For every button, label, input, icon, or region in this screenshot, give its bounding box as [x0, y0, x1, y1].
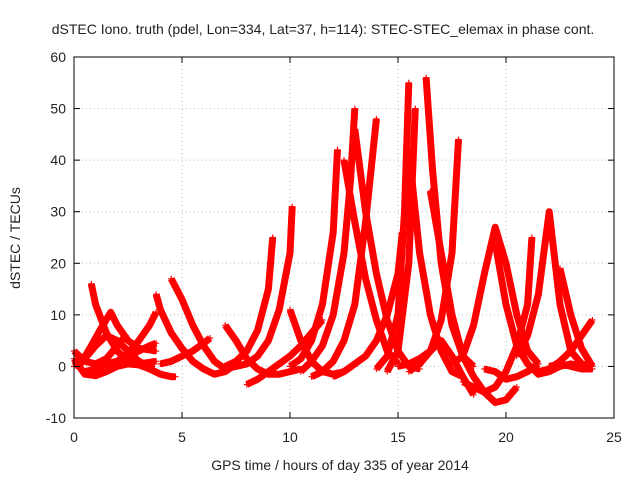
x-tick-label: 25	[606, 429, 622, 445]
satellite-markers-33	[513, 208, 596, 370]
x-tick-label: 5	[178, 429, 186, 445]
x-tick-label: 10	[282, 429, 298, 445]
satellite-markers-22	[373, 79, 412, 372]
plus-markers-13	[233, 203, 296, 370]
plus-markers-35	[557, 265, 596, 370]
satellite-track-10	[159, 335, 213, 368]
chart-title: dSTEC Iono. truth (pdel, Lon=334, Lat=37…	[52, 21, 595, 37]
x-tick-label: 15	[390, 429, 406, 445]
plus-markers-22	[373, 79, 412, 372]
x-tick-label: 0	[70, 429, 78, 445]
y-tick-label: 10	[50, 307, 66, 323]
plus-markers-33	[513, 208, 596, 370]
x-axis-label: GPS time / hours of day 335 of year 2014	[211, 457, 469, 473]
y-tick-label: 60	[50, 49, 66, 65]
satellite-markers-19	[341, 157, 401, 367]
satellite-markers-13	[233, 203, 296, 370]
satellite-markers-32	[481, 360, 542, 383]
plus-markers-19	[341, 157, 401, 367]
y-tick-label: -10	[46, 410, 66, 426]
y-tick-label: 30	[50, 204, 66, 220]
satellite-markers-10	[157, 335, 214, 367]
plus-markers-16	[287, 146, 341, 370]
satellite-markers-16	[287, 146, 341, 370]
plus-markers-7	[103, 309, 160, 367]
plot-frame	[73, 56, 615, 419]
y-tick-label: 0	[58, 358, 66, 374]
data-traces	[71, 74, 596, 406]
x-tick-label: 20	[498, 429, 514, 445]
axis-ticks	[73, 56, 615, 419]
plus-markers-12	[222, 234, 276, 370]
plus-markers-10	[157, 335, 214, 367]
y-tick-label: 50	[50, 101, 66, 117]
satellite-markers-12	[222, 234, 276, 370]
y-axis-label: dSTEC / TECUs	[7, 187, 23, 289]
y-tick-label: 20	[50, 255, 66, 271]
y-tick-label: 40	[50, 152, 66, 168]
satellite-markers-36	[546, 360, 596, 372]
plus-markers-32	[481, 360, 542, 383]
plus-markers-36	[546, 360, 596, 372]
satellite-markers-35	[557, 265, 596, 370]
satellite-markers-7	[103, 309, 160, 367]
